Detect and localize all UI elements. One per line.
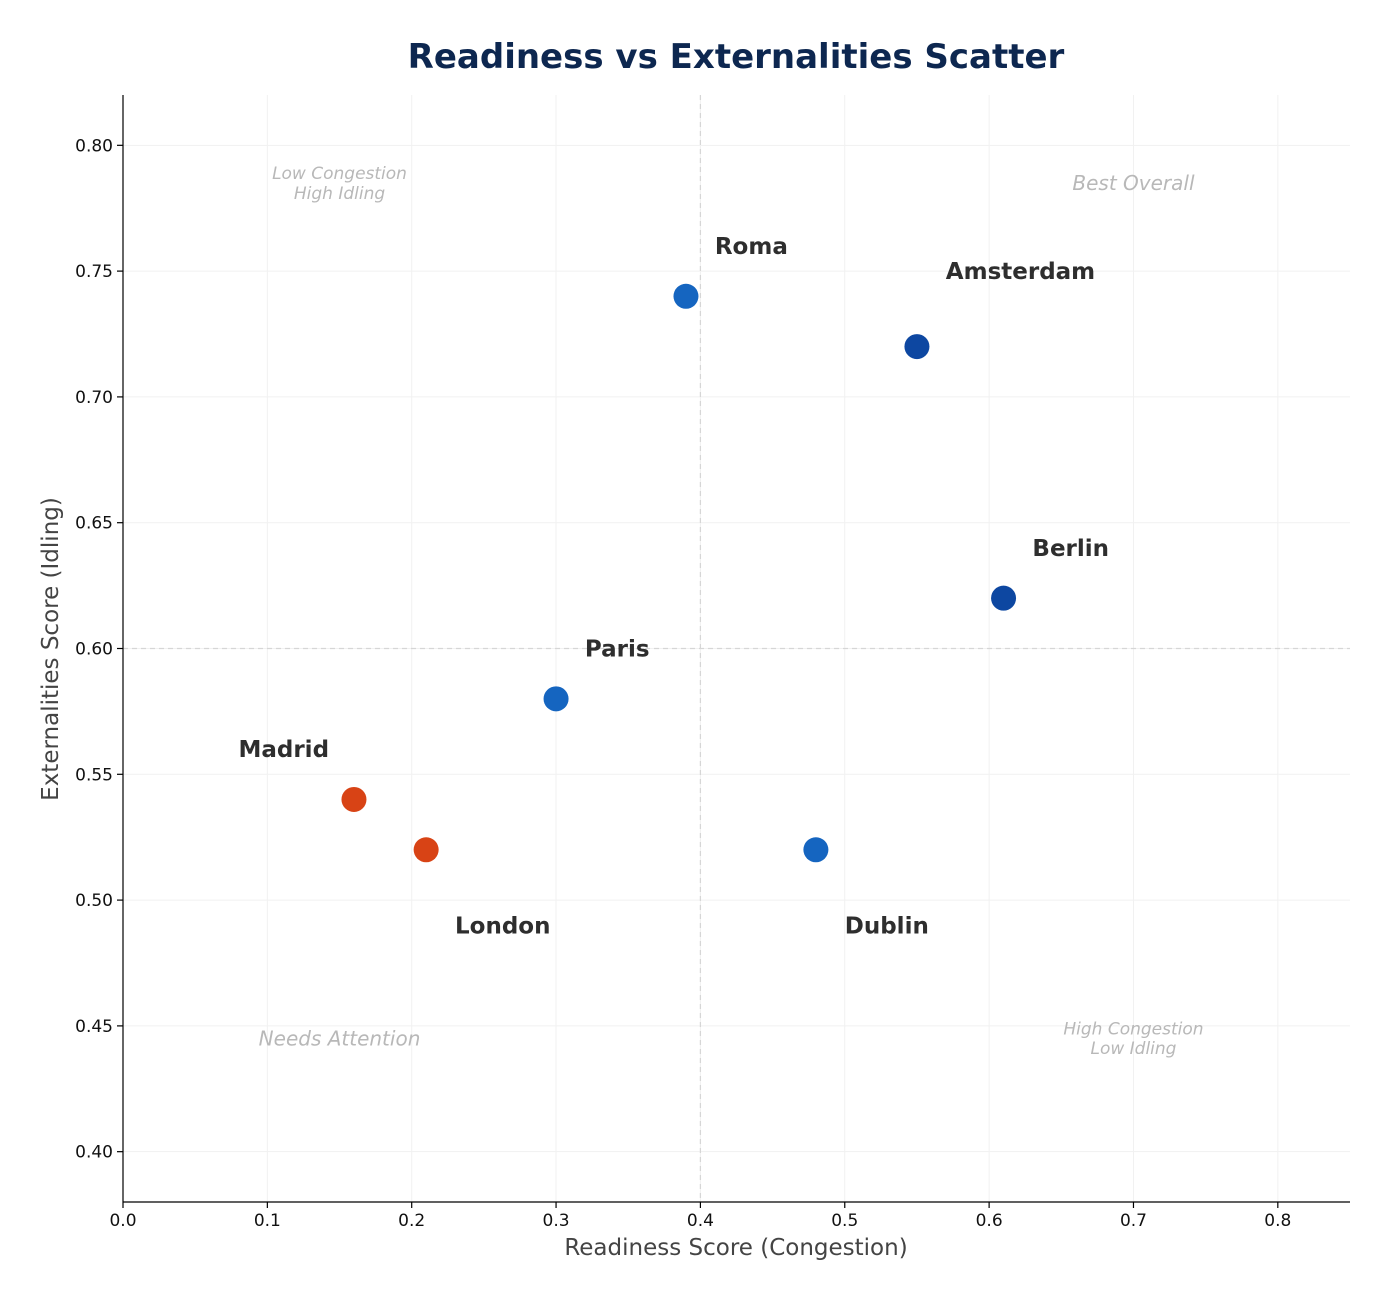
point-label-paris: Paris [585, 637, 650, 663]
data-points [341, 283, 1017, 863]
y-tick-label: 0.70 [75, 388, 113, 408]
point-amsterdam [904, 334, 930, 360]
quadrant-label: High Idling [294, 184, 386, 204]
point-label-roma: Roma [715, 234, 788, 260]
x-tick-label: 0.2 [398, 1211, 425, 1231]
quadrant-label: High Congestion [1063, 1020, 1203, 1040]
point-label-amsterdam: Amsterdam [946, 259, 1095, 285]
x-tick-label: 0.3 [543, 1211, 570, 1231]
point-roma [673, 283, 699, 309]
y-tick-label: 0.60 [75, 640, 113, 660]
x-tick-label: 0.5 [831, 1211, 858, 1231]
point-paris [543, 686, 569, 712]
y-tick-label: 0.55 [75, 765, 113, 785]
point-madrid [341, 786, 367, 812]
quadrant-label: Low Idling [1090, 1039, 1176, 1059]
reference-lines [123, 95, 1350, 1202]
x-tick-label: 0.8 [1264, 1211, 1291, 1231]
point-label-madrid: Madrid [238, 737, 329, 763]
x-tick-label: 0.4 [687, 1211, 714, 1231]
y-tick-label: 0.75 [75, 262, 113, 282]
point-label-dublin: Dublin [845, 913, 929, 939]
x-tick-label: 0.1 [254, 1211, 281, 1231]
point-labels: Roma Amsterdam Berlin Paris Madrid London Dubl… [238, 234, 1109, 939]
x-axis-label: Readiness Score (Congestion) [564, 1235, 907, 1261]
y-axis-label: Externalities Score (Idling) [38, 497, 64, 801]
axes: 0.0 0.1 0.2 0.3 0.4 0.5 0.6 0.7 0.8 0.40 0.45 0.50 0… [75, 95, 1350, 1231]
chart-title: Readiness vs Externalities Scatter [408, 37, 1065, 77]
point-dublin [803, 837, 829, 863]
y-tick-label: 0.40 [75, 1143, 113, 1163]
point-london [413, 837, 439, 863]
x-tick-label: 0.6 [976, 1211, 1003, 1231]
quadrant-label: Needs Attention [259, 1026, 421, 1050]
y-tick-label: 0.65 [75, 514, 113, 534]
point-berlin [991, 585, 1017, 611]
point-label-berlin: Berlin [1032, 536, 1109, 562]
quadrant-label: Best Overall [1072, 171, 1195, 195]
x-tick-label: 0.7 [1120, 1211, 1147, 1231]
y-tick-label: 0.50 [75, 891, 113, 911]
y-tick-label: 0.45 [75, 1017, 113, 1037]
quadrant-label: Low Congestion [272, 164, 407, 184]
y-tick-label: 0.80 [75, 136, 113, 156]
point-label-london: London [455, 913, 550, 939]
x-tick-label: 0.0 [109, 1211, 136, 1231]
